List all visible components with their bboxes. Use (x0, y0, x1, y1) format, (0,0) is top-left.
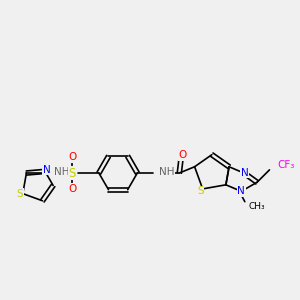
Text: S: S (197, 186, 204, 196)
Text: N: N (237, 186, 245, 196)
Text: NH: NH (54, 167, 69, 176)
Text: S: S (16, 189, 23, 199)
Text: N: N (43, 165, 50, 175)
Text: O: O (69, 184, 77, 194)
Text: CF₃: CF₃ (278, 160, 295, 170)
Text: O: O (178, 150, 186, 160)
Text: S: S (69, 167, 76, 179)
Text: O: O (69, 152, 77, 162)
Text: CH₃: CH₃ (248, 202, 265, 211)
Text: N: N (241, 168, 248, 178)
Text: NH: NH (159, 167, 174, 176)
